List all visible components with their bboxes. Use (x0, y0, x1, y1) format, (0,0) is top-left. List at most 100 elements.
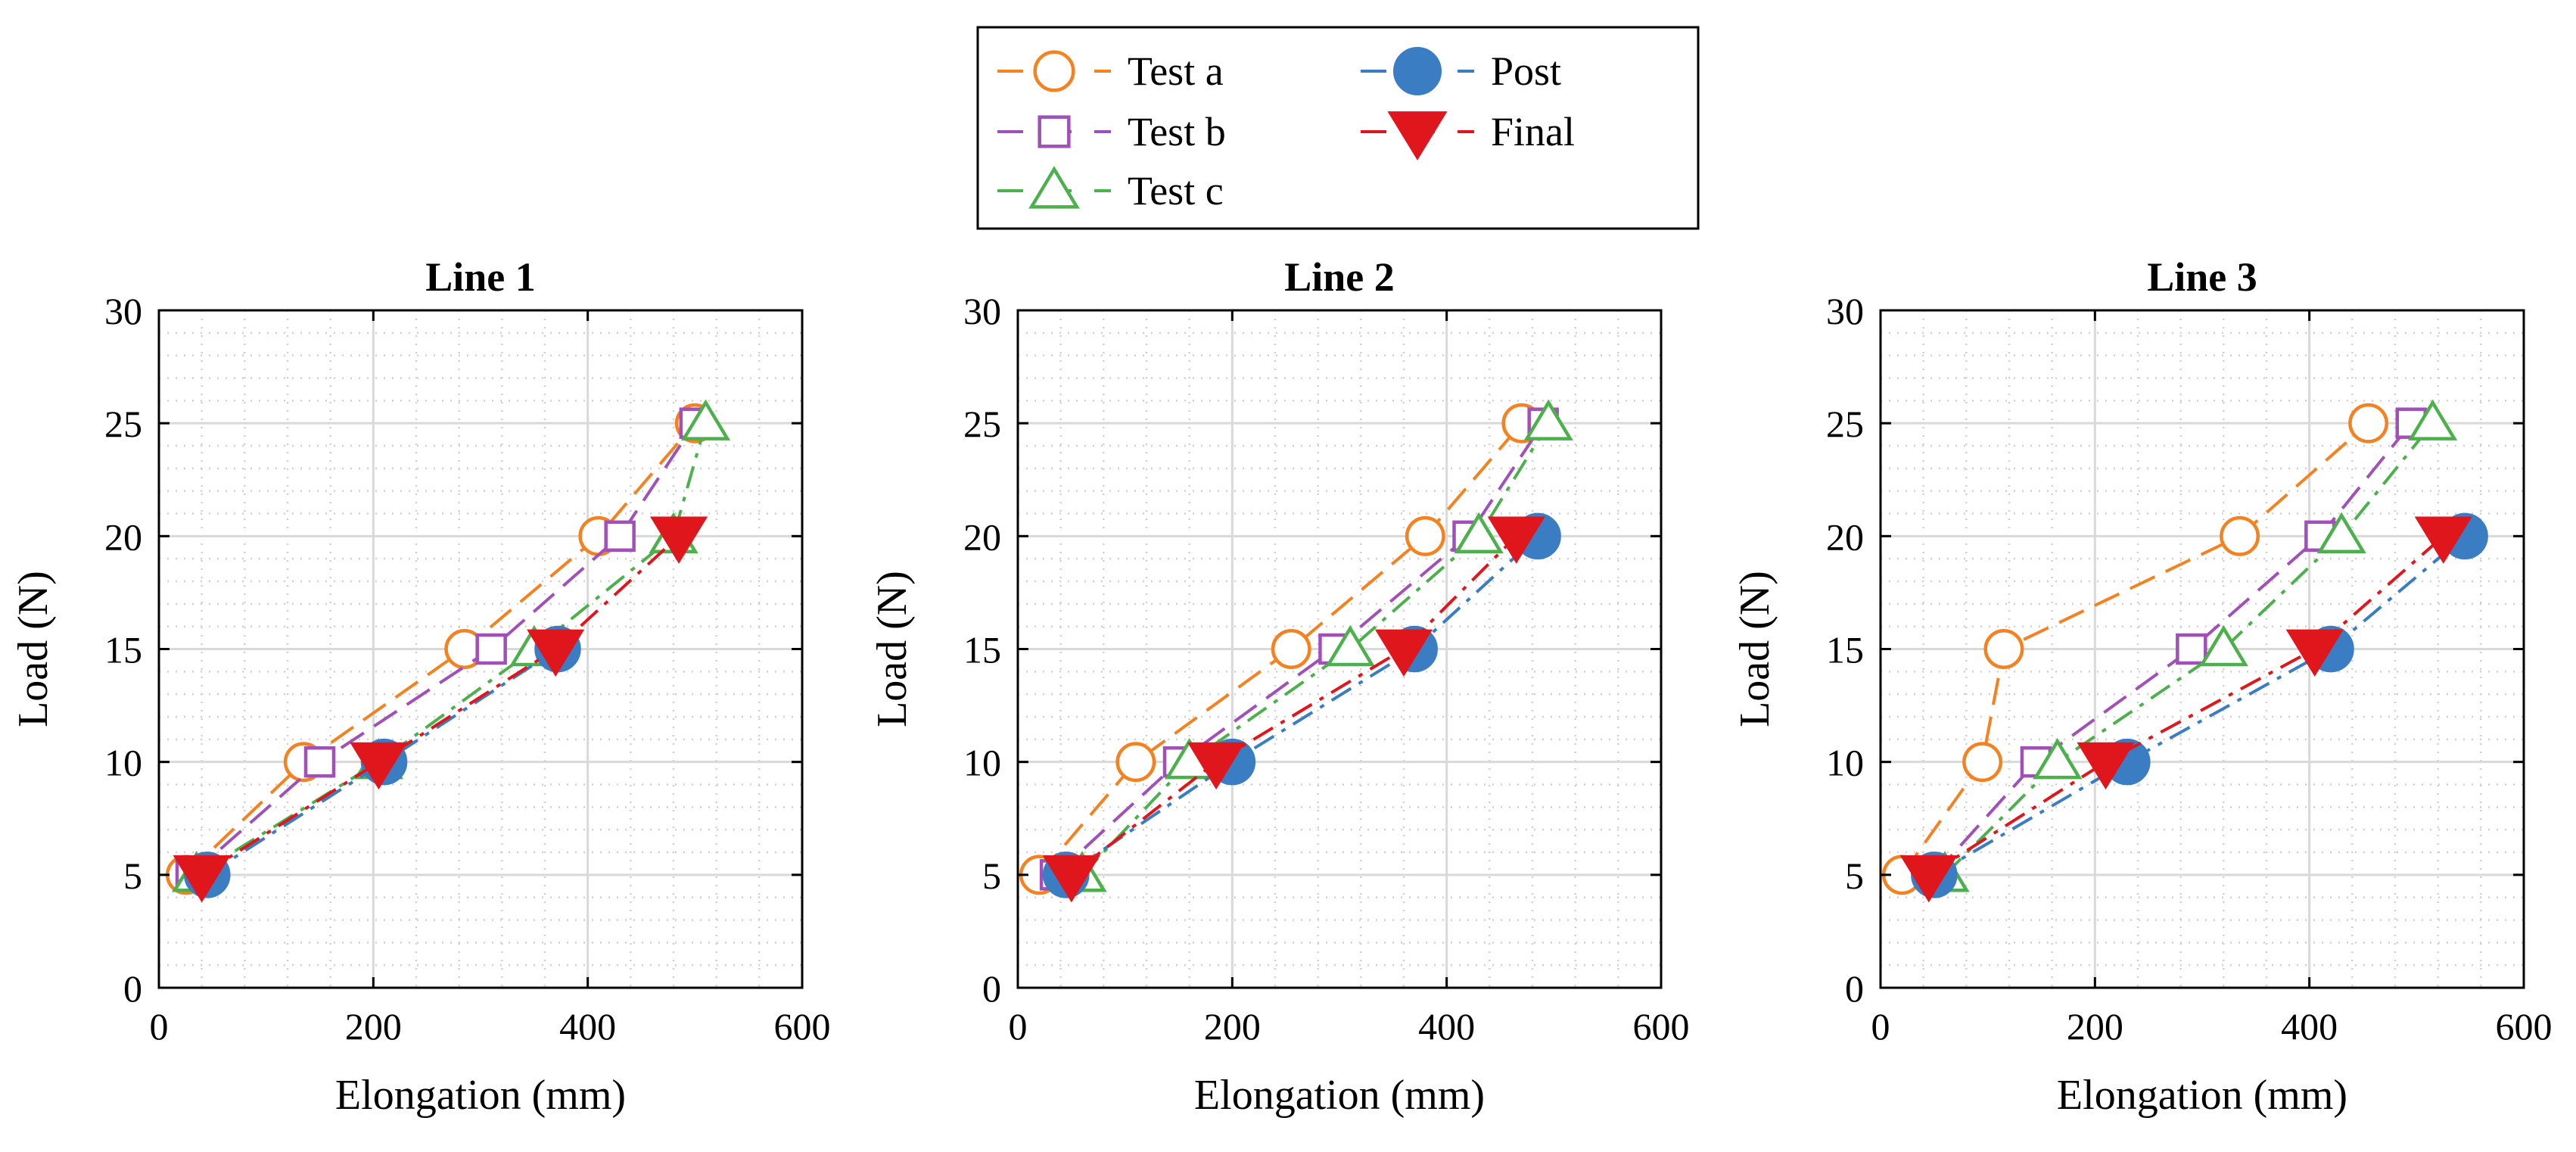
legend-marker (1393, 47, 1442, 95)
y-axis-label: Load (N) (10, 571, 57, 727)
legend-label: Post (1491, 48, 1561, 94)
legend: Test a Test b Test c Post Final (976, 26, 1700, 230)
data-point (1454, 512, 1504, 554)
x-axis-label: Elongation (mm) (2057, 1072, 2347, 1119)
series-line (1065, 534, 1539, 876)
y-tick-label: 30 (1826, 290, 1864, 332)
y-tick-label: 20 (963, 515, 1001, 558)
y-tick-label: 25 (963, 403, 1001, 445)
data-point (350, 742, 408, 790)
series-line (1943, 422, 2434, 876)
series-line (201, 534, 680, 876)
x-tick-label: 200 (1204, 1005, 1261, 1048)
x-tick-label: 600 (2496, 1005, 2553, 1048)
y-tick-label: 15 (104, 629, 142, 671)
series-line (1927, 534, 2445, 876)
y-tick-label: 10 (1826, 742, 1864, 784)
legend-marker (1028, 166, 1080, 209)
panel-title: Line 3 (2147, 254, 2257, 300)
y-tick-label: 0 (123, 967, 142, 1010)
series-line (1933, 422, 2413, 876)
x-tick-label: 0 (1871, 1005, 1890, 1048)
panel-title: Line 1 (425, 254, 536, 300)
y-tick-label: 15 (1826, 629, 1864, 671)
y-tick-label: 0 (1845, 967, 1864, 1010)
y-tick-label: 10 (963, 742, 1001, 784)
panel-line-3: 0 200 400 600 0 5 10 15 20 25 30 Line 3 Elongation (… (1731, 254, 2553, 1119)
data-point (1487, 516, 1545, 564)
data-point (1325, 624, 1375, 667)
y-tick-label: 25 (104, 403, 142, 445)
legend-label: Test c (1128, 168, 1224, 213)
data-point (475, 633, 507, 665)
data-point (2220, 515, 2260, 556)
y-tick-label: 5 (123, 855, 142, 897)
y-axis-label: Load (N) (1731, 571, 1778, 727)
data-point (1405, 515, 1445, 556)
data-point (650, 516, 708, 564)
y-tick-label: 25 (1826, 403, 1864, 445)
data-point (1899, 855, 1958, 903)
y-tick-label: 20 (104, 515, 142, 558)
legend-marker (1033, 50, 1075, 92)
y-tick-label: 5 (1845, 855, 1864, 897)
x-tick-label: 400 (559, 1005, 616, 1048)
x-tick-label: 0 (150, 1005, 169, 1048)
series-final (1042, 516, 1545, 903)
y-tick-label: 15 (963, 629, 1001, 671)
y-axis-label: Load (N) (869, 571, 916, 727)
x-axis-label: Elongation (mm) (335, 1072, 626, 1119)
x-tick-label: 600 (1633, 1005, 1690, 1048)
x-tick-label: 200 (345, 1005, 402, 1048)
panel-line-2: 0 200 400 600 0 5 10 15 20 25 30 Line 2 Elongation (… (869, 254, 1690, 1119)
panel-title: Line 2 (1284, 254, 1395, 300)
data-point (2348, 403, 2389, 444)
series-final (173, 516, 708, 903)
legend-marker (1387, 111, 1448, 160)
data-point (2407, 399, 2458, 441)
legend-entry-test_b: Test b (997, 109, 1226, 154)
series-test_a (1881, 403, 2389, 895)
panel-line-1: 0 200 400 600 0 5 10 15 20 25 30 Line 1 Elongation (… (10, 254, 831, 1119)
y-tick-label: 10 (104, 742, 142, 784)
data-point (2176, 633, 2207, 665)
x-tick-label: 200 (2067, 1005, 2123, 1048)
x-axis-label: Elongation (mm) (1194, 1072, 1485, 1119)
legend-box (976, 26, 1700, 230)
data-point (680, 399, 731, 441)
legend-marker (1038, 115, 1071, 148)
series-line (1070, 534, 1518, 876)
x-tick-label: 0 (1009, 1005, 1028, 1048)
y-tick-label: 30 (963, 290, 1001, 332)
data-point (2077, 742, 2135, 790)
data-point (1271, 629, 1311, 669)
legend-entry-post: Post (1361, 47, 1561, 95)
data-point (2414, 516, 2472, 564)
data-point (2316, 512, 2366, 554)
data-point (527, 629, 585, 677)
data-point (173, 855, 231, 903)
y-tick-label: 0 (982, 967, 1001, 1010)
data-point (1115, 742, 1156, 783)
data-point (2033, 738, 2083, 780)
data-point (1983, 629, 2024, 669)
x-tick-label: 400 (2281, 1005, 2338, 1048)
x-tick-label: 400 (1418, 1005, 1475, 1048)
legend-entry-final: Final (1361, 109, 1575, 160)
legend-label: Test b (1128, 109, 1226, 154)
data-point (2198, 624, 2248, 667)
data-point (604, 520, 636, 553)
legend-label: Final (1491, 109, 1575, 154)
data-point (1374, 629, 1433, 677)
y-tick-label: 30 (104, 290, 142, 332)
y-tick-label: 5 (982, 855, 1001, 897)
series-line (1933, 534, 2466, 876)
data-point (1187, 742, 1246, 790)
data-point (1042, 855, 1100, 903)
data-point (1962, 742, 2003, 783)
legend-entry-test_c: Test c (997, 166, 1224, 213)
data-point (303, 746, 336, 778)
series-final (1899, 516, 2472, 903)
legend-label: Test a (1128, 48, 1224, 94)
